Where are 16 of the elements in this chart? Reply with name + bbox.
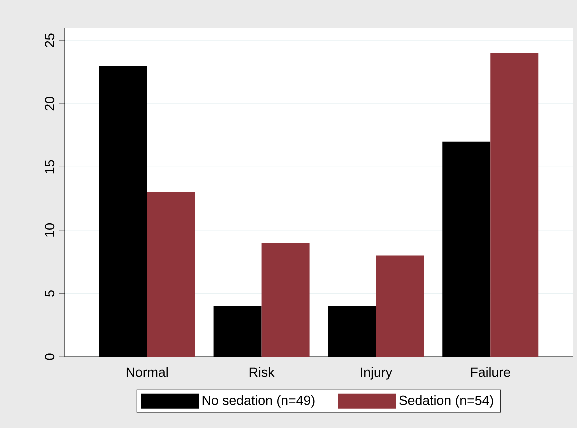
x-tick-label: Injury [361, 367, 392, 380]
x-tick-label: Normal [126, 367, 168, 378]
bar [490, 53, 539, 357]
y-tick-label: 15 [45, 160, 55, 174]
bar [376, 256, 424, 357]
bar [262, 243, 310, 357]
y-tick-label: 5 [45, 290, 55, 297]
x-tick-label: Risk [250, 367, 275, 378]
bar [147, 192, 196, 357]
y-tick-label: 20 [45, 97, 55, 111]
y-tick-label: 10 [45, 224, 55, 237]
x-tick-label: Failure [471, 367, 510, 378]
y-tick-label: 25 [45, 34, 55, 48]
legend-label: No sedation (n=49) [202, 396, 315, 408]
legend-label: Sedation (n=54) [400, 396, 494, 408]
y-tick-label: 0 [45, 354, 55, 360]
